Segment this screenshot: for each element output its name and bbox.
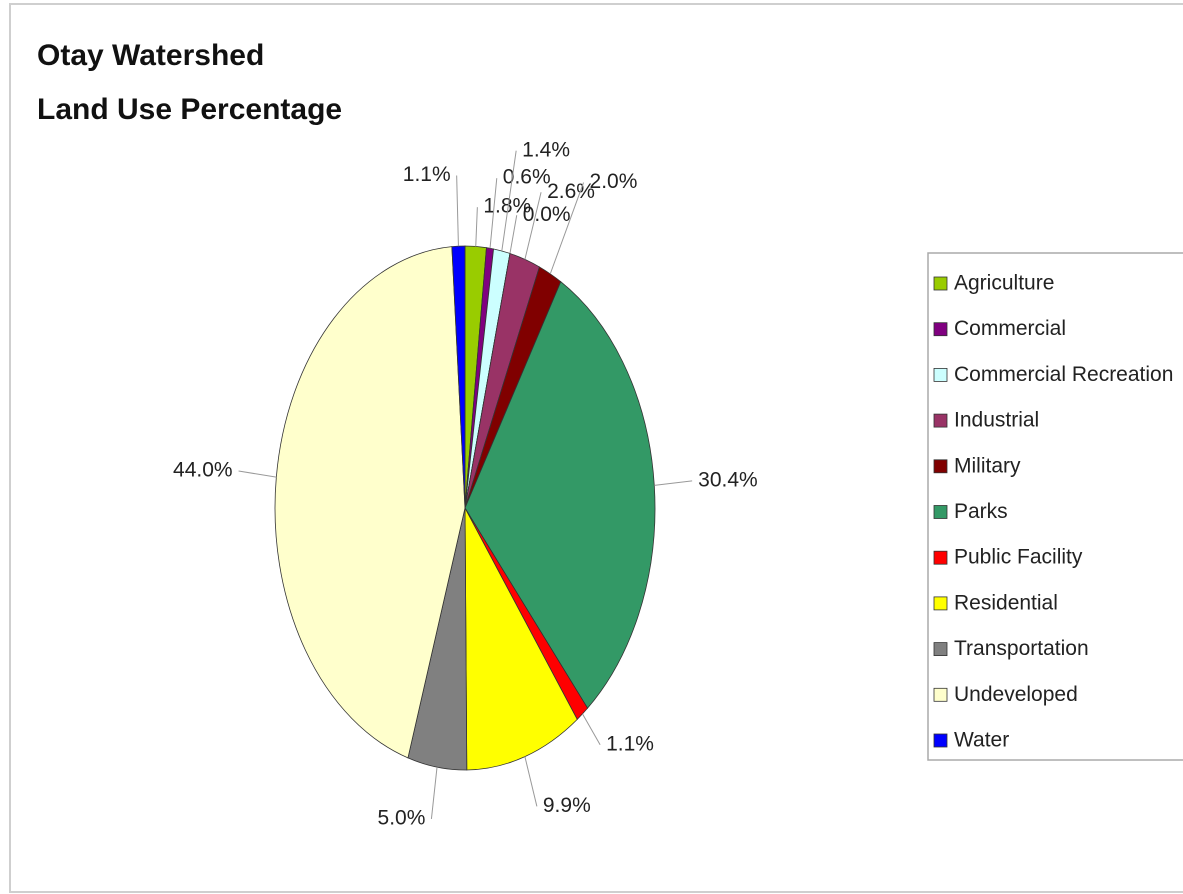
legend-swatch (933, 367, 948, 382)
legend-label: Military (954, 454, 1021, 477)
leader-line (501, 150, 517, 252)
legend-label: Residential (954, 591, 1058, 614)
data-label: 1.4% (522, 138, 570, 161)
data-label: 1.1% (403, 163, 451, 186)
chart-title: Otay Watershed (37, 39, 264, 72)
leader-line (582, 713, 601, 746)
legend-swatch (933, 505, 948, 519)
legend-label: Agriculture (954, 272, 1054, 295)
data-label: 2.0% (590, 170, 638, 193)
leader-line (524, 192, 542, 260)
leader-line (238, 470, 277, 478)
pie-slice (464, 507, 578, 771)
leader-line (489, 178, 498, 249)
leader-line (456, 175, 459, 247)
leader-line (509, 215, 518, 254)
legend-label: Public Facility (954, 546, 1083, 569)
chart-title: Land Use Percentage (37, 93, 342, 126)
legend-swatch (933, 687, 948, 702)
legend-swatch (933, 413, 948, 428)
data-label: 0.0% (523, 203, 571, 226)
leader-line (475, 207, 478, 247)
data-label: 30.4% (698, 468, 758, 491)
legend-label: Commercial (954, 317, 1066, 340)
legend-swatch (933, 550, 948, 565)
legend-swatch (933, 276, 948, 291)
data-label: 9.9% (543, 794, 591, 817)
legend-label: Undeveloped (954, 683, 1078, 706)
legend-swatch (933, 642, 948, 656)
legend-label: Parks (954, 500, 1008, 523)
legend-label: Industrial (954, 409, 1039, 432)
data-label: 2.6% (547, 180, 595, 203)
leader-line (430, 767, 438, 820)
data-label: 0.6% (503, 166, 551, 189)
legend-swatch (933, 596, 948, 611)
legend-box (927, 252, 1183, 761)
leader-line (524, 756, 538, 807)
legend-swatch (933, 459, 948, 474)
data-label: 1.1% (606, 732, 654, 755)
legend-label: Water (954, 729, 1009, 752)
pie-slice (464, 281, 656, 709)
leader-line (654, 480, 693, 486)
leader-line (549, 182, 584, 275)
data-label: 5.0% (378, 807, 426, 830)
data-label: 44.0% (173, 459, 233, 482)
legend-label: Commercial Recreation (954, 363, 1173, 386)
legend-swatch (933, 322, 948, 337)
data-label: 1.8% (483, 195, 531, 218)
legend-label: Transportation (954, 637, 1089, 660)
pie-slice (451, 245, 466, 509)
legend-swatch (933, 733, 948, 748)
